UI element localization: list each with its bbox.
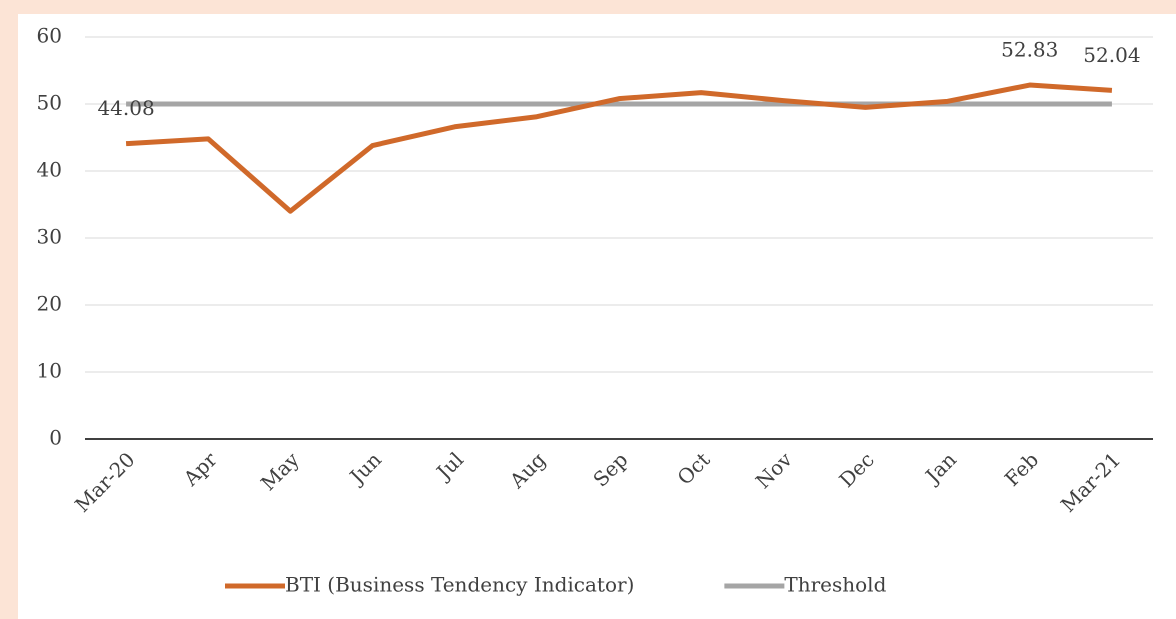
data-label: 44.08 [97,96,154,120]
series-line [125,82,1113,214]
data-label: 52.04 [1083,43,1140,67]
y-tick-label: 30 [37,225,62,249]
y-tick-label: 10 [37,359,62,383]
y-tick-label: 0 [49,426,62,450]
y-tick-label: 40 [37,158,62,182]
y-tick-label: 60 [37,24,62,48]
legend-label: Threshold [784,573,886,597]
y-tick-label: 50 [37,91,62,115]
chart-panel [18,14,1176,619]
y-tick-label: 20 [37,292,62,316]
legend-label: BTI (Business Tendency Indicator) [285,573,634,597]
data-label: 52.83 [1001,38,1058,62]
